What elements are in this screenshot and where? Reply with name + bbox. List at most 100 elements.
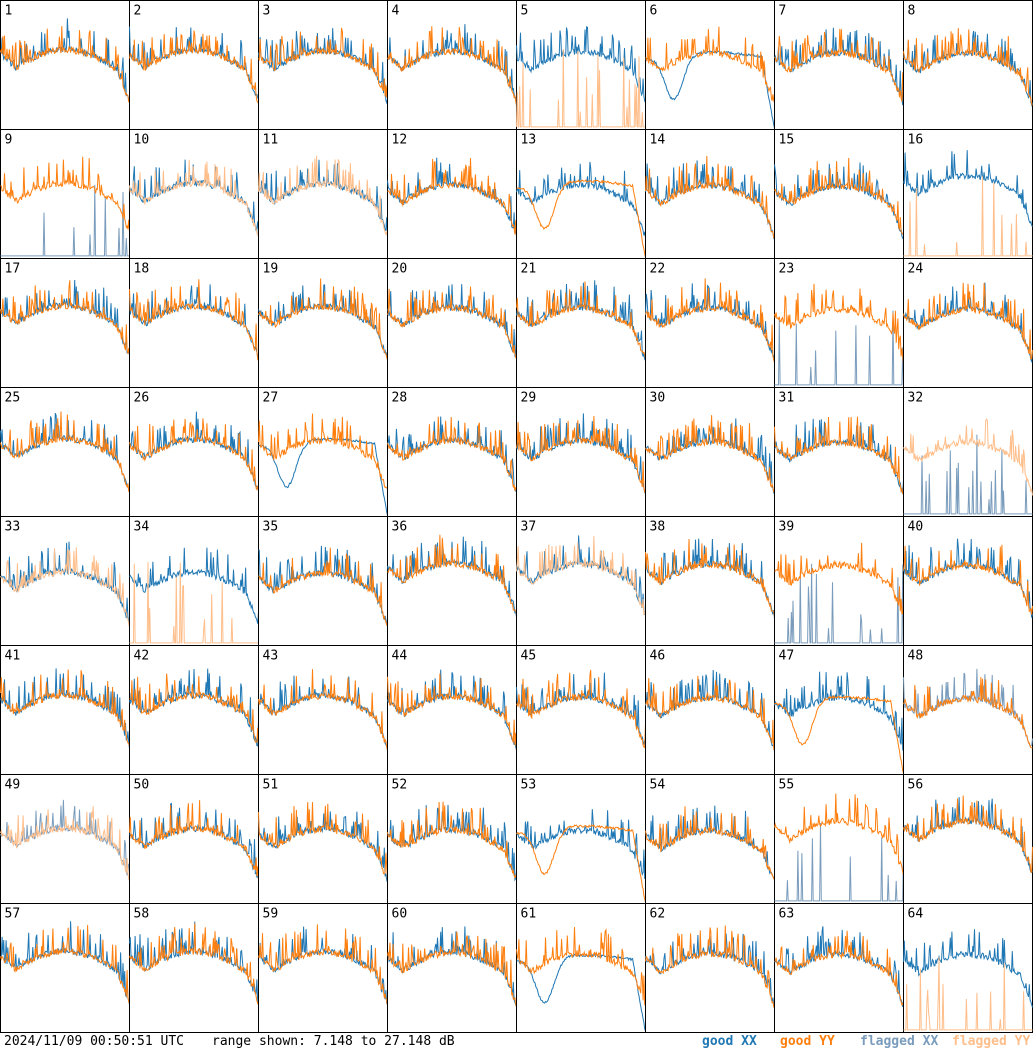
series-yy <box>129 923 259 1005</box>
series-yy <box>645 925 775 1009</box>
series-xx <box>516 809 646 880</box>
panel-frame <box>129 645 259 775</box>
series-yy <box>258 547 388 627</box>
series-xx <box>387 416 517 492</box>
panel-14: 14 <box>645 129 775 259</box>
series-yy <box>516 824 646 903</box>
panel-33: 33 <box>0 516 130 646</box>
series-yy <box>774 694 904 774</box>
panel-label: 43 <box>263 649 279 664</box>
panel-9: 9 <box>0 129 130 259</box>
panel-26: 26 <box>129 387 259 517</box>
panel-label: 11 <box>263 133 279 148</box>
panel-label: 53 <box>521 778 537 793</box>
series-yy <box>903 677 1033 749</box>
panel-46: 46 <box>645 645 775 775</box>
panel-frame <box>774 774 904 904</box>
panel-18: 18 <box>129 258 259 388</box>
series-xx <box>129 284 259 359</box>
panel-64: 64 <box>903 903 1033 1033</box>
panel-label: 28 <box>392 391 408 406</box>
timestamp: 2024/11/09 00:50:51 UTC <box>4 1034 185 1049</box>
series-yy <box>0 26 130 103</box>
panel-15: 15 <box>774 129 904 259</box>
panel-frame <box>516 516 646 646</box>
series-yy <box>387 26 517 106</box>
series-yy <box>258 669 388 751</box>
series-xx <box>0 413 130 491</box>
panel-label: 6 <box>650 4 658 19</box>
panel-label: 15 <box>779 133 795 148</box>
panel-60: 60 <box>387 903 517 1033</box>
panel-32: 32 <box>903 387 1033 517</box>
series-xx <box>774 563 904 644</box>
panel-5: 5 <box>516 0 646 130</box>
panel-frame <box>0 258 130 388</box>
series-yy <box>774 157 904 236</box>
series-yy <box>645 415 775 493</box>
panel-7: 7 <box>774 0 904 130</box>
panel-frame <box>645 0 775 130</box>
panel-63: 63 <box>774 903 904 1033</box>
panel-label: 17 <box>5 262 21 277</box>
series-yy <box>903 957 1033 1031</box>
panel-20: 20 <box>387 258 517 388</box>
series-xx <box>0 184 130 257</box>
panel-label: 21 <box>521 262 537 277</box>
panel-48: 48 <box>903 645 1033 775</box>
panel-label: 1 <box>5 4 13 19</box>
series-yy <box>387 158 517 238</box>
panel-13: 13 <box>516 129 646 259</box>
series-xx <box>258 926 388 1004</box>
series-yy <box>903 544 1033 615</box>
series-xx <box>903 434 1033 515</box>
panel-frame <box>645 516 775 646</box>
series-yy <box>0 156 130 233</box>
panel-31: 31 <box>774 387 904 517</box>
panel-label: 26 <box>134 391 150 406</box>
panel-30: 30 <box>645 387 775 517</box>
series-xx <box>903 538 1033 618</box>
panel-23: 23 <box>774 258 904 388</box>
panel-50: 50 <box>129 774 259 904</box>
series-yy <box>258 924 388 1006</box>
panel-44: 44 <box>387 645 517 775</box>
series-yy <box>774 416 904 495</box>
panel-56: 56 <box>903 774 1033 904</box>
series-yy <box>516 415 646 494</box>
panel-25: 25 <box>0 387 130 517</box>
series-yy <box>0 669 130 747</box>
series-yy <box>129 30 259 104</box>
legend-good-yy: good YY <box>780 1034 835 1049</box>
series-yy <box>258 413 388 490</box>
panel-label: 7 <box>779 4 787 19</box>
panel-label: 20 <box>392 262 408 277</box>
series-xx <box>258 675 388 747</box>
series-yy <box>0 806 130 881</box>
panel-label: 3 <box>263 4 271 19</box>
panel-43: 43 <box>258 645 388 775</box>
panel-label: 54 <box>650 778 666 793</box>
panel-label: 57 <box>5 907 21 922</box>
series-yy <box>645 538 775 617</box>
panel-label: 37 <box>521 520 537 535</box>
panel-label: 47 <box>779 649 795 664</box>
series-xx <box>645 805 775 880</box>
panel-24: 24 <box>903 258 1033 388</box>
panel-frame <box>774 0 904 130</box>
panel-22: 22 <box>645 258 775 388</box>
panel-29: 29 <box>516 387 646 517</box>
panel-8: 8 <box>903 0 1033 130</box>
panel-label: 23 <box>779 262 795 277</box>
panel-36: 36 <box>387 516 517 646</box>
panel-label: 25 <box>5 391 21 406</box>
panel-19: 19 <box>258 258 388 388</box>
panel-label: 30 <box>650 391 666 406</box>
panel-57: 57 <box>0 903 130 1033</box>
panel-label: 50 <box>134 778 150 793</box>
series-yy <box>0 411 130 493</box>
panel-62: 62 <box>645 903 775 1033</box>
series-yy <box>387 931 517 1007</box>
panel-label: 44 <box>392 649 408 664</box>
panel-label: 29 <box>521 391 537 406</box>
